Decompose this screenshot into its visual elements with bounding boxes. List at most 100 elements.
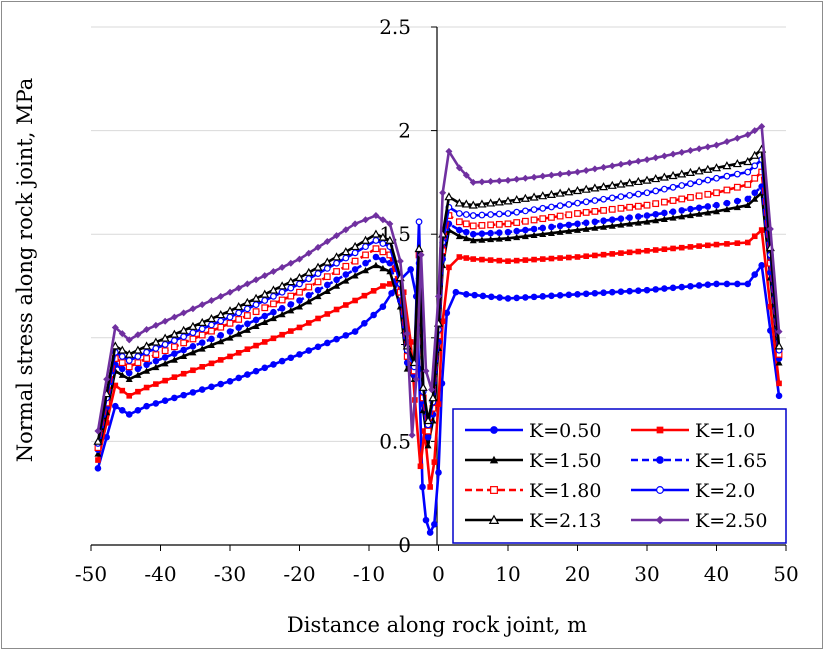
- data-point: [412, 375, 420, 383]
- data-point: [608, 216, 616, 223]
- data-point: [487, 257, 494, 263]
- data-point: [678, 213, 686, 220]
- legend: K=0.50 K=1.0 K=1.50 K=1.65 K=1.80 K=2.0 K=2.13…: [452, 408, 787, 544]
- data-point: [352, 297, 358, 304]
- data-point: [733, 183, 741, 191]
- data-point: [252, 276, 260, 284]
- data-point: [278, 304, 286, 312]
- data-point: [305, 283, 313, 291]
- data-point: [574, 220, 581, 228]
- data-point: [407, 339, 414, 345]
- data-point: [513, 257, 520, 264]
- data-point: [488, 293, 495, 301]
- data-point: [180, 370, 187, 377]
- data-point: [469, 230, 477, 238]
- data-point: [253, 342, 259, 349]
- data-point: [161, 360, 169, 367]
- data-point: [454, 198, 464, 207]
- data-point: [378, 232, 388, 241]
- data-point: [428, 386, 436, 394]
- data-point: [617, 221, 625, 228]
- data-point: [486, 198, 496, 207]
- data-point: [461, 199, 471, 208]
- data-point: [95, 457, 101, 463]
- data-point: [744, 131, 752, 139]
- data-point: [582, 198, 590, 206]
- data-point: [143, 402, 150, 410]
- data-point: [591, 165, 599, 173]
- data-point: [478, 236, 486, 243]
- data-point: [723, 199, 731, 207]
- data-point: [261, 304, 269, 312]
- data-point: [226, 378, 234, 385]
- data-point: [445, 147, 453, 155]
- data-point: [652, 216, 660, 224]
- data-point: [350, 241, 360, 251]
- data-point: [380, 283, 386, 289]
- data-point: [582, 225, 590, 232]
- data-point: [386, 259, 394, 267]
- data-point: [713, 280, 720, 288]
- data-point: [342, 262, 350, 270]
- data-point: [415, 218, 423, 226]
- data-point: [124, 349, 134, 358]
- x-tick-label: -40: [144, 562, 176, 586]
- x-tick-label: -20: [283, 562, 315, 586]
- data-point: [103, 419, 110, 426]
- series-k-0-50: [94, 261, 783, 536]
- data-point: [539, 215, 547, 223]
- legend-label: K=2.0: [695, 480, 755, 502]
- data-point: [305, 275, 313, 283]
- data-point: [556, 222, 564, 230]
- data-point: [296, 303, 303, 310]
- data-point: [713, 189, 720, 197]
- data-point: [751, 195, 759, 202]
- data-point: [372, 245, 380, 253]
- data-point: [134, 331, 142, 339]
- data-point: [188, 321, 198, 330]
- data-point: [417, 251, 425, 259]
- data-point: [134, 371, 142, 378]
- data-point: [431, 520, 438, 528]
- data-point: [198, 386, 206, 393]
- data-point: [287, 292, 295, 300]
- data-point: [496, 229, 503, 236]
- data-point: [704, 143, 712, 151]
- data-point: [531, 256, 537, 263]
- data-point: [287, 354, 295, 362]
- data-point: [669, 197, 677, 204]
- data-point: [362, 259, 369, 267]
- legend-item: K=2.0: [631, 480, 755, 502]
- data-point: [723, 138, 731, 146]
- data-point: [143, 384, 150, 391]
- data-point: [180, 352, 188, 360]
- data-point: [161, 317, 169, 325]
- data-point: [723, 205, 731, 213]
- data-point: [775, 328, 783, 336]
- data-point: [372, 253, 380, 261]
- data-point: [277, 281, 287, 290]
- data-point: [643, 201, 651, 209]
- data-point: [608, 162, 616, 170]
- data-point: [556, 212, 564, 220]
- data-point: [547, 229, 555, 236]
- data-point: [152, 351, 160, 359]
- data-point: [652, 154, 660, 162]
- data-point: [426, 529, 434, 536]
- data-point: [125, 369, 133, 377]
- data-point: [304, 267, 314, 276]
- series-line: [96, 147, 781, 442]
- data-series: [93, 122, 784, 536]
- data-point: [583, 253, 589, 260]
- data-point: [314, 270, 322, 277]
- data-point: [270, 308, 277, 316]
- x-tick-label: 40: [704, 562, 729, 586]
- data-point: [152, 400, 160, 407]
- data-point: [235, 324, 242, 331]
- data-point: [379, 256, 387, 264]
- legend-label: K=1.0: [695, 420, 755, 442]
- data-point: [539, 224, 547, 232]
- data-point: [342, 271, 350, 278]
- data-point: [591, 224, 599, 231]
- data-point: [403, 330, 411, 338]
